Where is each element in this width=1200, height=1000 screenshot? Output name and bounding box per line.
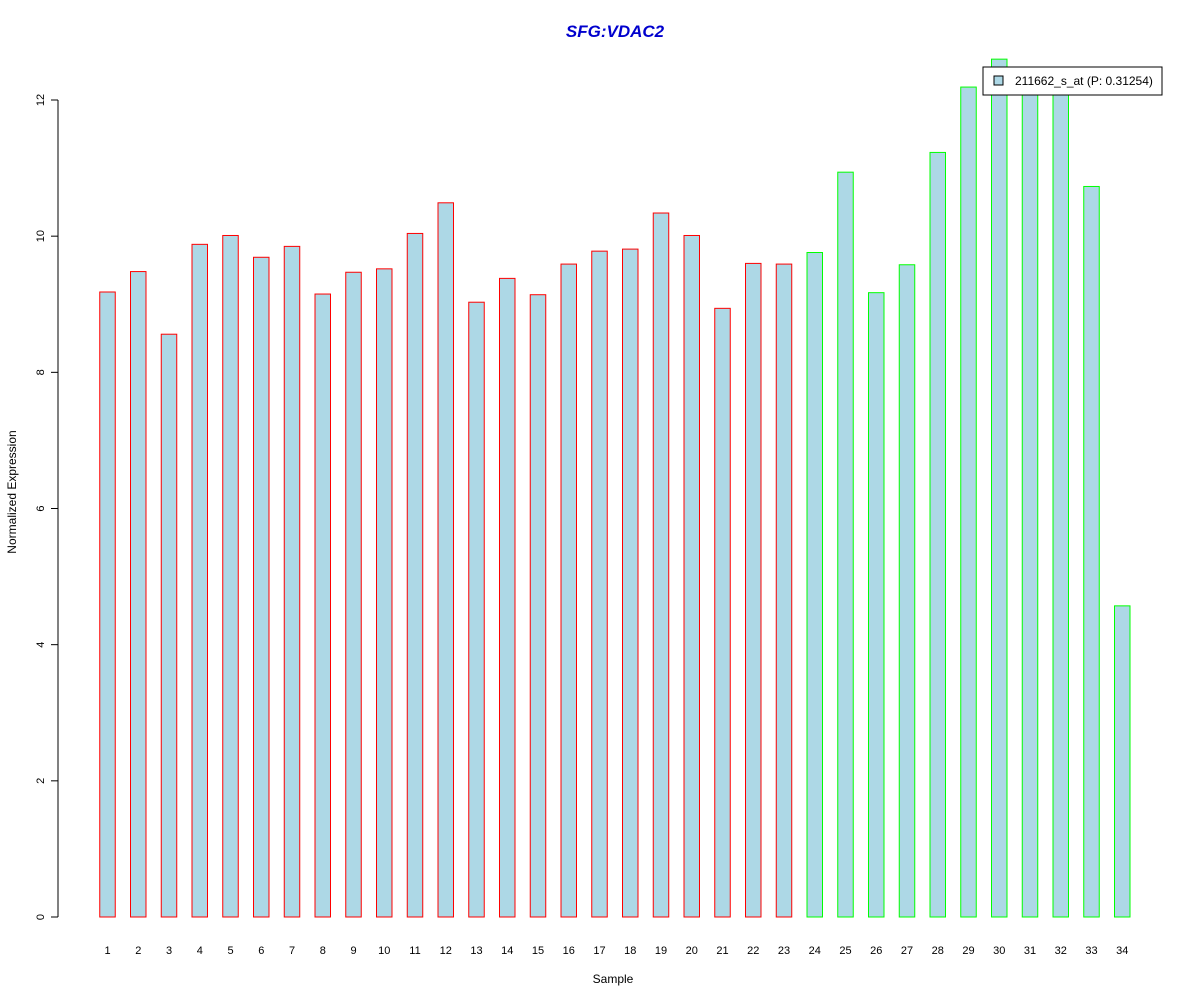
bar [591, 250, 608, 918]
bar [837, 171, 854, 918]
y-tick-label: 10 [35, 230, 47, 242]
x-tick-label: 20 [686, 945, 698, 957]
y-tick-label: 12 [35, 94, 47, 106]
y-axis-label: Normalized Expression [5, 430, 19, 553]
x-tick-label: 18 [624, 945, 636, 957]
bar [253, 256, 270, 918]
bar [622, 248, 639, 918]
x-tick-label: 8 [320, 945, 326, 957]
x-tick-label: 32 [1055, 945, 1067, 957]
x-tick-labels: 1 2 3 4 5 6 7 8 9 10 11 12 13 14 15 16 17 18 19 20 21 22 23 24 2… [104, 945, 1128, 957]
y-axis: 0 2 4 6 8 10 12 [35, 94, 59, 920]
bars-group [99, 58, 1131, 918]
x-tick-label: 9 [350, 945, 356, 957]
x-tick-label: 33 [1085, 945, 1097, 957]
bar [652, 212, 670, 918]
x-tick-label: 12 [440, 945, 452, 957]
x-tick-label: 28 [932, 945, 944, 957]
legend: 211662_s_at (P: 0.31254) [982, 66, 1163, 96]
x-tick-label: 34 [1116, 945, 1128, 957]
bar [222, 234, 239, 918]
bar [683, 234, 700, 918]
x-axis-label: Sample [593, 972, 634, 986]
x-tick-label: 25 [839, 945, 851, 957]
bar [806, 252, 823, 918]
x-tick-label: 11 [409, 945, 420, 957]
legend-swatch [993, 75, 1004, 86]
x-tick-label: 30 [993, 945, 1005, 957]
bar [437, 202, 454, 918]
x-tick-label: 14 [501, 945, 513, 957]
bar [714, 307, 731, 918]
chart-title: SFG:VDAC2 [566, 22, 665, 41]
x-tick-label: 15 [532, 945, 544, 957]
x-tick-label: 29 [962, 945, 974, 957]
legend-label: 211662_s_at (P: 0.31254) [1015, 74, 1153, 88]
bar [898, 264, 916, 918]
x-tick-label: 16 [563, 945, 575, 957]
bar [499, 277, 516, 918]
bar [529, 294, 547, 918]
bar [991, 58, 1008, 918]
bar [1083, 185, 1100, 918]
legend-box [982, 66, 1163, 96]
x-tick-label: 10 [378, 945, 390, 957]
x-tick-label: 27 [901, 945, 913, 957]
bar [1021, 92, 1039, 918]
x-tick-label: 24 [809, 945, 821, 957]
x-tick-label: 4 [197, 945, 203, 957]
bar [191, 243, 208, 918]
x-tick-label: 1 [104, 945, 110, 957]
bar [314, 293, 331, 918]
bar [99, 291, 116, 918]
x-tick-label: 13 [470, 945, 482, 957]
x-tick-label: 22 [747, 945, 759, 957]
bar [130, 271, 147, 918]
x-tick-label: 19 [655, 945, 667, 957]
bar [283, 245, 301, 918]
bar [745, 262, 762, 918]
bar [868, 292, 885, 918]
bar [468, 301, 485, 918]
x-tick-label: 2 [135, 945, 141, 957]
x-tick-label: 6 [258, 945, 264, 957]
bar [345, 271, 362, 918]
x-tick-label: 17 [593, 945, 605, 957]
x-tick-label: 23 [778, 945, 790, 957]
bar [929, 151, 946, 918]
bar [406, 232, 424, 918]
x-tick-label: 3 [166, 945, 172, 957]
bar [376, 268, 393, 918]
x-tick-label: 21 [716, 945, 728, 957]
bar [775, 263, 793, 918]
x-tick-label: 26 [870, 945, 882, 957]
bar [960, 86, 977, 918]
y-tick-label: 6 [35, 505, 47, 511]
x-tick-label: 5 [227, 945, 233, 957]
y-tick-label: 2 [35, 778, 47, 784]
y-tick-label: 4 [35, 642, 47, 648]
y-tick-label: 8 [35, 369, 47, 375]
x-tick-label: 7 [289, 945, 295, 957]
x-tick-label: 31 [1024, 945, 1036, 957]
bar [160, 333, 178, 918]
bar [1052, 92, 1069, 918]
bar [1114, 605, 1131, 918]
bar [560, 263, 577, 918]
y-tick-label: 0 [35, 914, 47, 920]
